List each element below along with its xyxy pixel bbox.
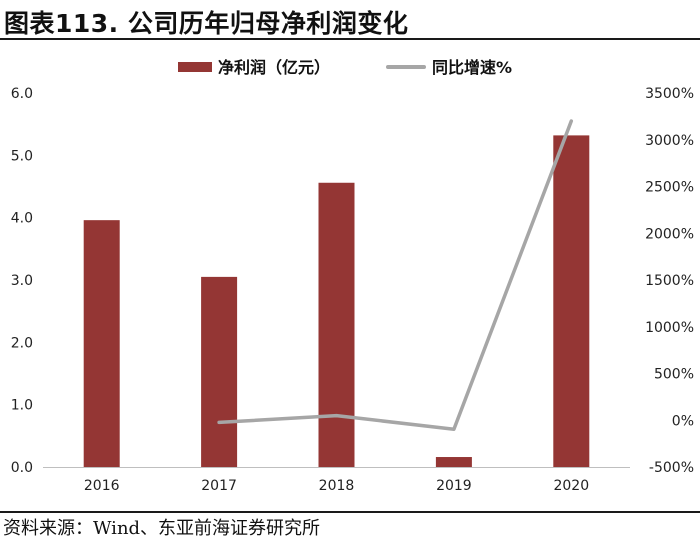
footer-rule [0, 511, 700, 513]
source-note: 资料来源：Wind、东亚前海证券研究所 [3, 518, 321, 539]
y-right-tick-label: 3500% [645, 86, 694, 102]
bar [201, 276, 238, 467]
chart-title: 图表113. 公司历年归母净利润变化 [4, 9, 409, 38]
bar [83, 220, 120, 467]
x-tick-label: 2017 [201, 478, 237, 494]
y-right-tick-label: 2500% [645, 180, 694, 196]
y-right-axis: -500% 0% 500% 1000% 1500% 2000% 2500% 3000% 3500… [645, 86, 694, 476]
y-left-tick-label: 0.0 [11, 460, 33, 476]
x-tick-label: 2018 [319, 478, 355, 494]
y-right-tick-label: 500% [654, 367, 694, 383]
bar-series [83, 135, 590, 467]
y-left-tick-label: 3.0 [11, 273, 33, 289]
y-left-tick-label: 4.0 [11, 211, 33, 227]
x-tick-label: 2019 [436, 478, 472, 494]
legend: 净利润（亿元） 同比增速% [178, 58, 512, 77]
line-series [217, 119, 574, 431]
chart: 净利润（亿元） 同比增速% 0.0 1.0 2.0 3.0 4.0 5.0 6.0 -500%… [11, 58, 694, 494]
bar [318, 182, 355, 467]
y-left-tick-label: 2.0 [11, 335, 33, 351]
y-right-tick-label: -500% [649, 460, 694, 476]
x-tick-label: 2020 [553, 478, 589, 494]
y-right-tick-label: 1500% [645, 273, 694, 289]
y-right-tick-label: 2000% [645, 226, 694, 242]
y-right-tick-label: 0% [672, 413, 694, 429]
y-right-tick-label: 1000% [645, 320, 694, 336]
x-axis: 2016 2017 2018 2019 2020 [43, 467, 630, 494]
legend-swatch-bar [178, 62, 212, 72]
bar [553, 135, 590, 467]
y-left-tick-label: 1.0 [11, 398, 33, 414]
y-right-tick-label: 3000% [645, 133, 694, 149]
title-bar: 图表113. 公司历年归母净利润变化 [0, 0, 700, 40]
legend-label-line: 同比增速% [432, 58, 512, 77]
x-tick-label: 2016 [84, 478, 120, 494]
growth-line [217, 119, 574, 431]
y-left-tick-label: 6.0 [11, 86, 33, 102]
y-left-tick-label: 5.0 [11, 148, 33, 164]
legend-label-bar: 净利润（亿元） [218, 58, 330, 77]
y-left-axis: 0.0 1.0 2.0 3.0 4.0 5.0 6.0 [11, 86, 33, 476]
bar [435, 457, 472, 467]
